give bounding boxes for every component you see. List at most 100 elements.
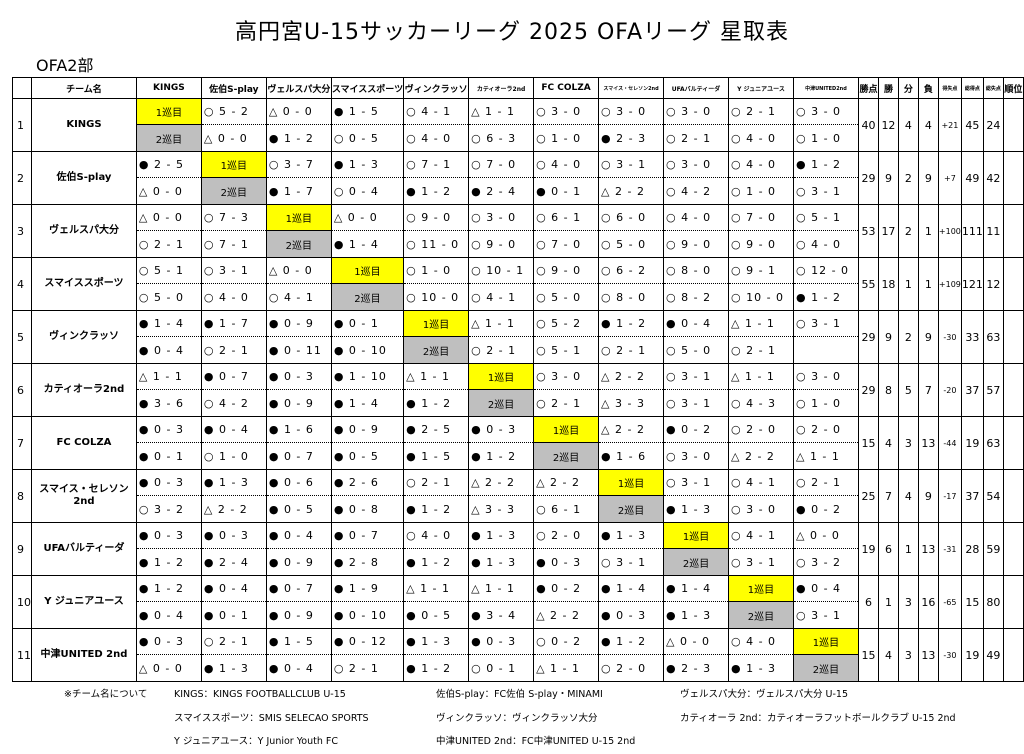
team-stat: 42 xyxy=(982,151,1004,205)
team-stat: -44 xyxy=(937,416,962,470)
self-match-round2: 2巡目 xyxy=(265,230,332,258)
match-result-round1: ○ 9 - 0 xyxy=(403,204,470,231)
match-result-round1: ○ 5 - 1 xyxy=(792,204,859,231)
match-result-round2: ● 1 - 3 xyxy=(200,654,267,682)
team-name: 中津UNITED 2nd xyxy=(31,628,137,682)
header-opponent: FC COLZA xyxy=(533,77,600,99)
self-match-round2: 2巡目 xyxy=(663,548,729,576)
match-result-round2: ○ 2 - 1 xyxy=(330,654,405,682)
match-result-round1: △ 0 - 0 xyxy=(265,257,332,284)
match-result-round1: ○ 7 - 1 xyxy=(403,151,470,178)
match-result-round2: △ 2 - 2 xyxy=(598,177,665,205)
match-result-round2: ○ 2 - 1 xyxy=(598,336,665,364)
match-result-round1: ● 0 - 9 xyxy=(330,416,405,443)
self-match-round1: 1巡目 xyxy=(598,469,665,496)
match-result-round2: ○ 2 - 1 xyxy=(200,336,267,364)
team-stat xyxy=(1002,522,1024,576)
match-result-round1: ○ 10 - 1 xyxy=(468,257,535,284)
match-result-round1: ● 1 - 7 xyxy=(200,310,267,337)
self-match-round2: 2巡目 xyxy=(135,124,202,152)
match-result-round1: ● 0 - 4 xyxy=(663,310,729,337)
team-row-second-round: ● 0 - 4 ○ 2 - 1 ● 0 - 11 ● 0 - 10 2巡目 ○ 2 - 1… xyxy=(13,336,1024,364)
team-name: UFAバルティーダ xyxy=(31,522,137,576)
self-match-round2: 2巡目 xyxy=(200,177,267,205)
match-result-round1: ● 1 - 4 xyxy=(135,310,202,337)
match-result-round1: ● 0 - 3 xyxy=(468,416,535,443)
match-result-round1: ○ 2 - 0 xyxy=(792,416,859,443)
match-result-round2: ● 1 - 3 xyxy=(663,495,729,523)
match-result-round2: ○ 5 - 0 xyxy=(135,283,202,311)
match-result-round1: △ 1 - 1 xyxy=(403,575,470,602)
match-result-round2: ○ 0 - 4 xyxy=(330,177,405,205)
match-result-round1: ● 0 - 4 xyxy=(200,575,267,602)
match-result-round1: ○ 3 - 1 xyxy=(663,363,729,390)
team-row: 1 KINGS 1巡目 ○ 5 - 2 △ 0 - 0 ● 1 - 5 ○ 4 - 1 △ 1… xyxy=(12,98,1024,152)
team-stat: 19 xyxy=(857,522,879,576)
team-name: KINGS xyxy=(31,98,137,152)
match-result-round2: ○ 10 - 0 xyxy=(728,283,794,311)
match-result-round1: ○ 2 - 1 xyxy=(728,98,794,125)
note-item: カティオーラ 2nd：カティオーラフットボールクラブ U-15 2nd xyxy=(680,713,956,724)
notes-heading: ※チーム名について xyxy=(64,689,148,700)
match-result-round2: △ 3 - 3 xyxy=(598,389,665,417)
match-result-round2: ● 1 - 4 xyxy=(330,230,405,258)
team-stat: 45 xyxy=(960,98,984,152)
match-result-round2: ● 0 - 5 xyxy=(330,442,405,470)
self-match-round2: 2巡目 xyxy=(792,654,859,682)
match-result-round1: ● 1 - 3 xyxy=(330,151,405,178)
match-result-round2: ○ 8 - 2 xyxy=(663,283,729,311)
team-stat: 40 xyxy=(857,98,879,152)
match-result-round1: ● 0 - 1 xyxy=(330,310,405,337)
match-result-round1: △ 2 - 2 xyxy=(468,469,535,496)
team-row: 7 FC COLZA ● 0 - 3 ● 0 - 4 ● 1 - 6 ● 0 - 9 ● 2… xyxy=(12,416,1024,470)
match-result-round1: ● 1 - 4 xyxy=(598,575,665,602)
match-result-round1: ● 1 - 2 xyxy=(598,310,665,337)
match-result-round2: ● 0 - 10 xyxy=(330,601,405,629)
match-result-round2: ○ 2 - 0 xyxy=(598,654,665,682)
team-stat: 7 xyxy=(917,363,939,417)
match-result-round2: △ 0 - 0 xyxy=(200,124,267,152)
team-stat: 24 xyxy=(982,98,1004,152)
team-row-second-round: ● 3 - 6 ○ 4 - 2 ● 0 - 9 ● 1 - 4 ● 1 - 2 2巡目 ○ … xyxy=(13,389,1024,417)
match-result-round1: ○ 2 - 1 xyxy=(792,469,859,496)
team-row: 5 ヴィンクラッソ ● 1 - 4 ● 1 - 7 ● 0 - 9 ● 0 - 1 1巡目 △… xyxy=(12,310,1024,364)
team-row-second-round: ● 1 - 2 ● 2 - 4 ● 0 - 9 ● 2 - 8 ● 1 - 2 ● 1 -… xyxy=(13,548,1024,576)
match-result-round1: ● 0 - 12 xyxy=(330,628,405,655)
match-result-round2: ● 1 - 2 xyxy=(403,495,470,523)
match-result-round1: ○ 3 - 1 xyxy=(200,257,267,284)
match-result-round1: ○ 2 - 0 xyxy=(728,416,794,443)
header-stat: 分 xyxy=(897,77,919,99)
self-match-round1: 1巡目 xyxy=(265,204,332,231)
note-item: 中津UNITED 2nd：FC中津UNITED U-15 2nd xyxy=(436,736,636,747)
match-result-round1: ○ 9 - 1 xyxy=(728,257,794,284)
match-result-round1: ● 0 - 4 xyxy=(265,522,332,549)
match-result-round2: ○ 1 - 0 xyxy=(792,389,859,417)
self-match-round1: 1巡目 xyxy=(533,416,600,443)
match-result-round1: ● 2 - 6 xyxy=(330,469,405,496)
match-result-round1: ○ 7 - 0 xyxy=(728,204,794,231)
match-result-round1: △ 2 - 2 xyxy=(598,416,665,443)
match-result-round1: ● 0 - 3 xyxy=(135,522,202,549)
team-stat: 4 xyxy=(917,98,939,152)
match-result-round2: ● 0 - 3 xyxy=(533,548,600,576)
team-name: スマイススポーツ xyxy=(31,257,137,311)
match-result-round2: △ 2 - 2 xyxy=(200,495,267,523)
team-name: Y ジュニアユース xyxy=(31,575,137,629)
note-item: KINGS：KINGS FOOTBALLCLUB U-15 xyxy=(174,689,346,700)
match-result-round1: ● 0 - 3 xyxy=(265,363,332,390)
match-result-round1: ● 0 - 3 xyxy=(135,416,202,443)
team-stat: 49 xyxy=(982,628,1004,682)
match-result-round1: △ 1 - 1 xyxy=(135,363,202,390)
match-result-round1: ○ 3 - 0 xyxy=(663,151,729,178)
match-result-round2: ● 1 - 7 xyxy=(265,177,332,205)
team-stat: 13 xyxy=(917,416,939,470)
team-row-second-round: ● 0 - 1 ○ 1 - 0 ● 0 - 7 ● 0 - 5 ● 1 - 5 ● 1 -… xyxy=(13,442,1024,470)
note-item: 佐伯S-play：FC佐伯 S-play・MINAMI xyxy=(436,689,603,700)
team-stat: 4 xyxy=(897,469,919,523)
team-stat: -30 xyxy=(937,310,962,364)
team-stat: -65 xyxy=(937,575,962,629)
match-result-round1: ○ 3 - 0 xyxy=(663,98,729,125)
match-result-round2: ● 2 - 8 xyxy=(330,548,405,576)
match-result-round1: ○ 0 - 2 xyxy=(533,628,600,655)
team-stat: 15 xyxy=(857,416,879,470)
